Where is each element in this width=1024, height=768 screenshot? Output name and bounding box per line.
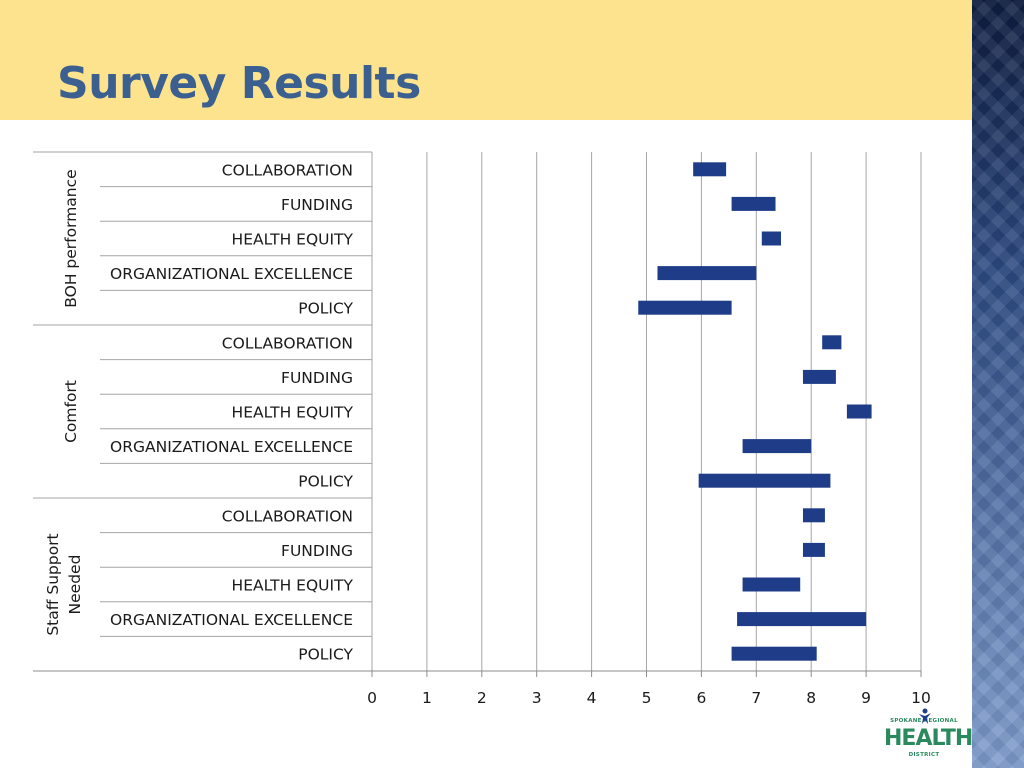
x-tick-label: 8	[806, 689, 816, 707]
person-icon	[919, 708, 931, 724]
slide-title: Survey Results	[57, 58, 421, 109]
x-tick-label: 1	[422, 689, 432, 707]
x-tick-label: 5	[642, 689, 652, 707]
category-label: ORGANIZATIONAL EXCELLENCE	[110, 611, 353, 629]
range-bar	[802, 542, 825, 557]
range-bar	[657, 266, 757, 281]
range-bar-chart: COLLABORATION FUNDING HEALTH EQUITY ORGANIZ…	[33, 151, 931, 707]
range-bar	[742, 577, 801, 592]
logo-line-3: DISTRICT	[908, 752, 940, 758]
group-label: Comfort	[62, 380, 80, 443]
x-tick-label: 3	[532, 689, 542, 707]
category-label: HEALTH EQUITY	[232, 231, 354, 249]
category-label: FUNDING	[281, 542, 353, 560]
category-label: ORGANIZATIONAL EXCELLENCE	[110, 438, 353, 456]
group-label: Staff Support	[44, 533, 62, 635]
range-bar	[638, 300, 732, 315]
title-banner	[0, 0, 972, 120]
range-bar	[846, 404, 872, 419]
category-label: FUNDING	[281, 369, 353, 387]
category-label: POLICY	[298, 473, 353, 491]
x-tick-label: 10	[911, 689, 931, 707]
x-tick-label: 6	[696, 689, 706, 707]
range-bar	[698, 473, 831, 488]
x-tick-label: 9	[861, 689, 871, 707]
range-bar	[731, 646, 817, 661]
range-bar	[802, 508, 825, 523]
x-tick-label: 0	[367, 689, 377, 707]
category-label: HEALTH EQUITY	[232, 404, 354, 422]
category-label: ORGANIZATIONAL EXCELLENCE	[110, 265, 353, 283]
category-label: POLICY	[298, 646, 353, 664]
category-label: COLLABORATION	[222, 334, 353, 352]
category-label: HEALTH EQUITY	[232, 577, 354, 595]
range-bar	[802, 369, 836, 384]
x-tick-label: 2	[477, 689, 487, 707]
category-label: POLICY	[298, 300, 353, 318]
range-bar	[822, 335, 842, 350]
decorative-sidebar	[972, 0, 1024, 768]
x-tick-label: 7	[751, 689, 761, 707]
logo-line-2: HEALTH	[884, 726, 973, 751]
group-label: BOH performance	[62, 169, 80, 307]
range-bar	[693, 162, 727, 177]
category-label: COLLABORATION	[222, 507, 353, 525]
range-bar	[761, 231, 782, 246]
category-label: COLLABORATION	[222, 161, 353, 179]
organization-logo: SPOKANE REGIONAL HEALTH DISTRICT	[884, 708, 973, 762]
category-label: FUNDING	[281, 196, 353, 214]
range-bar	[742, 439, 812, 454]
x-tick-label: 4	[587, 689, 597, 707]
range-bar	[737, 612, 867, 627]
range-bar	[731, 196, 776, 211]
group-label: Needed	[66, 555, 84, 615]
